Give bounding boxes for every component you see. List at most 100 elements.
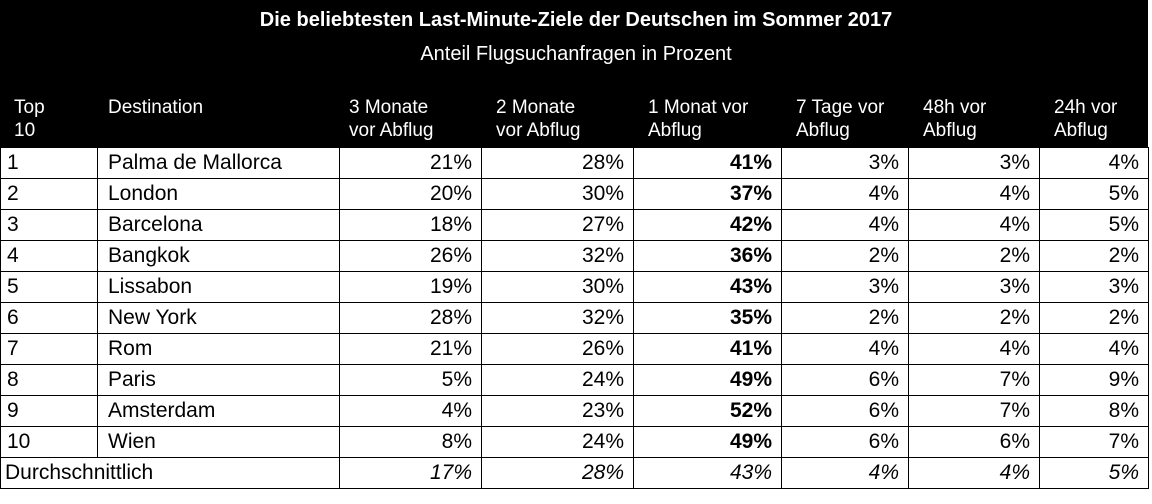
value-cell: 24%: [481, 364, 634, 396]
value-cell: 2%: [908, 240, 1040, 272]
table-row: 4 Bangkok 26% 32% 36% 2% 2% 2%: [0, 240, 1149, 272]
value-cell: 2%: [781, 240, 909, 272]
average-value-cell: 43%: [633, 457, 782, 489]
value-cell: 26%: [481, 333, 634, 365]
value-cell: 37%: [633, 178, 782, 210]
rank-cell: 6: [0, 302, 98, 334]
average-value-cell: 5%: [1039, 457, 1149, 489]
table-body: 1 Palma de Mallorca 21% 28% 41% 3% 3% 4% 2 London…: [0, 147, 1149, 489]
rank-cell: 9: [0, 395, 98, 427]
value-cell: 3%: [781, 271, 909, 303]
value-cell: 4%: [781, 178, 909, 210]
value-cell: 6%: [781, 426, 909, 458]
table-row: 10 Wien 8% 24% 49% 6% 6% 7%: [0, 426, 1149, 458]
value-cell: 8%: [339, 426, 482, 458]
column-header-48h: 48h vor Abflug: [923, 97, 987, 141]
column-header-1-month: 1 Monat vor Abflug: [648, 97, 749, 141]
destination-cell: Paris: [97, 364, 340, 396]
value-cell: 23%: [481, 395, 634, 427]
column-header-7-days: 7 Tage vor Abflug: [796, 97, 885, 141]
destination-cell: Lissabon: [97, 271, 340, 303]
table-subtitle: Anteil Flugsuchanfragen in Prozent: [420, 43, 732, 65]
column-header-3-months: 3 Monate vor Abflug: [349, 97, 434, 141]
destination-cell: London: [97, 178, 340, 210]
rank-cell: 7: [0, 333, 98, 365]
rank-cell: 8: [0, 364, 98, 396]
value-cell: 6%: [781, 395, 909, 427]
value-cell: 49%: [633, 426, 782, 458]
rank-cell: 4: [0, 240, 98, 272]
value-cell: 41%: [633, 147, 782, 179]
average-value-cell: 28%: [481, 457, 634, 489]
rank-cell: 1: [0, 147, 98, 179]
value-cell: 27%: [481, 209, 634, 241]
value-cell: 21%: [339, 333, 482, 365]
value-cell: 28%: [339, 302, 482, 334]
table-row: 8 Paris 5% 24% 49% 6% 7% 9%: [0, 364, 1149, 396]
average-label: Durchschnittlich: [0, 457, 340, 489]
destination-cell: New York: [97, 302, 340, 334]
table-row: 9 Amsterdam 4% 23% 52% 6% 7% 8%: [0, 395, 1149, 427]
value-cell: 35%: [633, 302, 782, 334]
destination-cell: Rom: [97, 333, 340, 365]
rank-cell: 5: [0, 271, 98, 303]
value-cell: 3%: [781, 147, 909, 179]
value-cell: 6%: [781, 364, 909, 396]
value-cell: 5%: [1039, 209, 1149, 241]
destination-cell: Palma de Mallorca: [97, 147, 340, 179]
value-cell: 7%: [1039, 426, 1149, 458]
table-row: 7 Rom 21% 26% 41% 4% 4% 4%: [0, 333, 1149, 365]
table-row: 2 London 20% 30% 37% 4% 4% 5%: [0, 178, 1149, 210]
column-header-rank: Top 10: [14, 97, 45, 141]
table-row: 1 Palma de Mallorca 21% 28% 41% 3% 3% 4%: [0, 147, 1149, 179]
value-cell: 49%: [633, 364, 782, 396]
column-header-destination: Destination: [108, 97, 204, 118]
column-header-2-months: 2 Monate vor Abflug: [496, 97, 581, 141]
value-cell: 7%: [908, 364, 1040, 396]
data-table: 1 Palma de Mallorca 21% 28% 41% 3% 3% 4% 2 London…: [0, 147, 1149, 489]
table-title: Die beliebtesten Last-Minute-Ziele der D…: [259, 9, 893, 31]
value-cell: 2%: [1039, 240, 1149, 272]
value-cell: 43%: [633, 271, 782, 303]
table-row: 3 Barcelona 18% 27% 42% 4% 4% 5%: [0, 209, 1149, 241]
rank-cell: 10: [0, 426, 98, 458]
value-cell: 52%: [633, 395, 782, 427]
destination-cell: Barcelona: [97, 209, 340, 241]
destination-cell: Amsterdam: [97, 395, 340, 427]
average-row: Durchschnittlich 17% 28% 43% 4% 4% 5%: [0, 457, 1149, 489]
value-cell: 30%: [481, 178, 634, 210]
value-cell: 9%: [1039, 364, 1149, 396]
value-cell: 3%: [1039, 271, 1149, 303]
value-cell: 24%: [481, 426, 634, 458]
value-cell: 6%: [908, 426, 1040, 458]
rank-cell: 3: [0, 209, 98, 241]
column-header-24h: 24h vor Abflug: [1054, 97, 1118, 141]
value-cell: 2%: [781, 302, 909, 334]
value-cell: 4%: [781, 209, 909, 241]
value-cell: 18%: [339, 209, 482, 241]
value-cell: 28%: [481, 147, 634, 179]
value-cell: 4%: [1039, 333, 1149, 365]
value-cell: 8%: [1039, 395, 1149, 427]
value-cell: 42%: [633, 209, 782, 241]
value-cell: 2%: [1039, 302, 1149, 334]
value-cell: 20%: [339, 178, 482, 210]
value-cell: 36%: [633, 240, 782, 272]
value-cell: 26%: [339, 240, 482, 272]
value-cell: 4%: [908, 209, 1040, 241]
value-cell: 30%: [481, 271, 634, 303]
value-cell: 4%: [908, 178, 1040, 210]
destination-cell: Bangkok: [97, 240, 340, 272]
table-header: Die beliebtesten Last-Minute-Ziele der D…: [0, 0, 1148, 147]
table-row: 5 Lissabon 19% 30% 43% 3% 3% 3%: [0, 271, 1149, 303]
rank-cell: 2: [0, 178, 98, 210]
value-cell: 4%: [908, 333, 1040, 365]
value-cell: 4%: [781, 333, 909, 365]
average-value-cell: 17%: [339, 457, 482, 489]
table-row: 6 New York 28% 32% 35% 2% 2% 2%: [0, 302, 1149, 334]
average-value-cell: 4%: [781, 457, 909, 489]
value-cell: 41%: [633, 333, 782, 365]
value-cell: 21%: [339, 147, 482, 179]
destination-cell: Wien: [97, 426, 340, 458]
